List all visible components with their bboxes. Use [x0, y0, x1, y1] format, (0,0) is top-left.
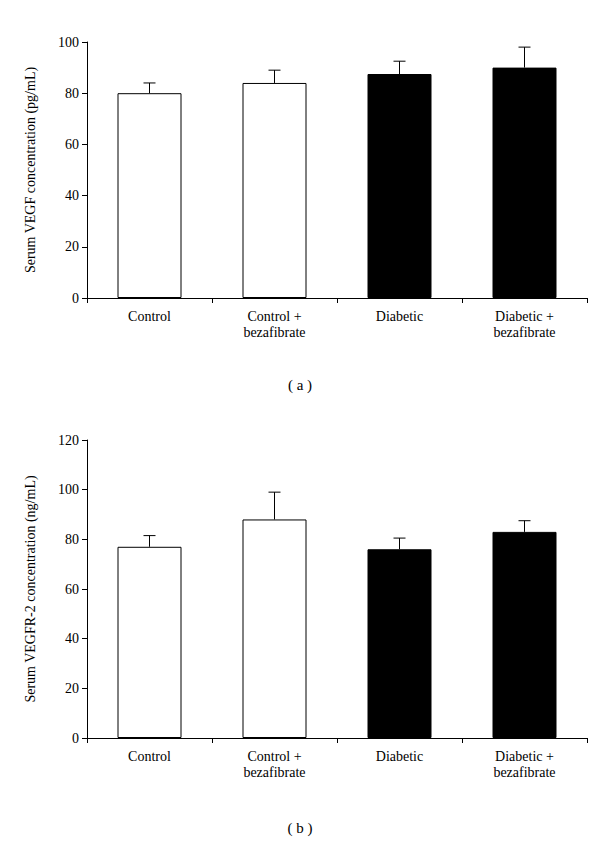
svg-text:Control: Control	[128, 749, 171, 764]
svg-text:Serum VEGFR-2 concentration (n: Serum VEGFR-2 concentration (ng/mL)	[23, 475, 39, 703]
svg-text:Diabetic +: Diabetic +	[495, 749, 554, 764]
svg-text:40: 40	[65, 631, 79, 646]
svg-text:Control +: Control +	[247, 309, 301, 324]
svg-text:Diabetic +: Diabetic +	[495, 309, 554, 324]
svg-text:20: 20	[65, 239, 79, 254]
svg-text:60: 60	[65, 137, 79, 152]
svg-text:60: 60	[65, 582, 79, 597]
svg-text:bezafibrate: bezafibrate	[243, 325, 305, 340]
svg-text:0: 0	[72, 731, 79, 746]
svg-text:40: 40	[65, 188, 79, 203]
svg-text:Control: Control	[128, 309, 171, 324]
svg-text:Diabetic: Diabetic	[376, 749, 423, 764]
svg-text:80: 80	[65, 532, 79, 547]
svg-text:Serum VEGF concentration (pg/m: Serum VEGF concentration (pg/mL)	[23, 67, 39, 274]
svg-text:20: 20	[65, 681, 79, 696]
svg-text:bezafibrate: bezafibrate	[493, 765, 555, 780]
svg-text:( b ): ( b )	[288, 820, 313, 837]
svg-text:0: 0	[72, 291, 79, 306]
svg-text:80: 80	[65, 86, 79, 101]
svg-text:100: 100	[58, 35, 79, 50]
svg-text:100: 100	[58, 482, 79, 497]
svg-text:Control +: Control +	[247, 749, 301, 764]
svg-text:( a ): ( a )	[288, 377, 312, 394]
svg-text:bezafibrate: bezafibrate	[243, 765, 305, 780]
svg-text:Diabetic: Diabetic	[376, 309, 423, 324]
svg-text:bezafibrate: bezafibrate	[493, 325, 555, 340]
svg-text:120: 120	[58, 433, 79, 448]
